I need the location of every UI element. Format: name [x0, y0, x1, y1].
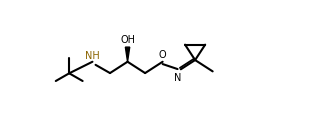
Text: N: N — [174, 73, 181, 83]
Text: NH: NH — [85, 51, 100, 61]
Polygon shape — [125, 47, 130, 62]
Text: O: O — [159, 50, 166, 60]
Text: OH: OH — [121, 35, 136, 45]
